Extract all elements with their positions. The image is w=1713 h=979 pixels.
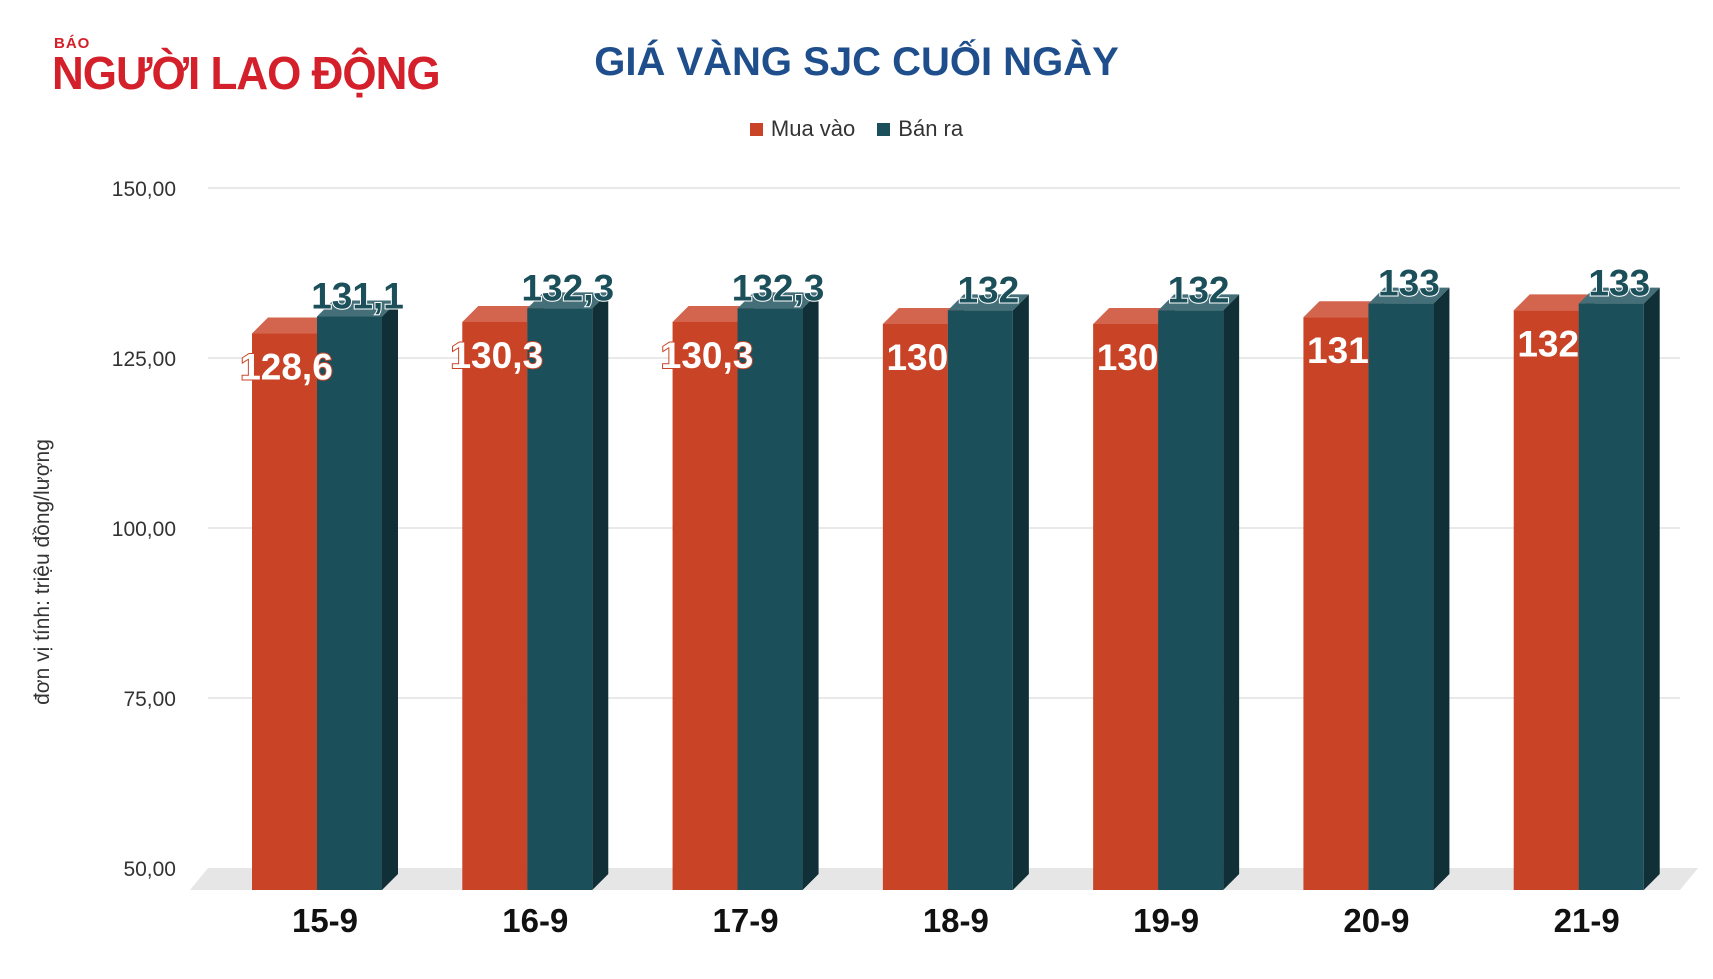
bar-buy xyxy=(882,324,948,890)
bar-sell xyxy=(527,308,593,890)
logo-small-text: BÁO xyxy=(54,35,91,52)
bar-top xyxy=(1368,287,1450,304)
data-label-buy: 130 xyxy=(886,337,948,378)
legend-swatch-sell xyxy=(877,122,891,136)
chart-legend: Mua vào Bán ra xyxy=(0,116,1713,142)
bar-top xyxy=(252,317,333,334)
legend-item-buy: Mua vào xyxy=(749,116,856,142)
bar-top xyxy=(1303,301,1385,318)
x-tick-label: 20-9 xyxy=(1343,902,1409,939)
data-label-buy: 130,3 xyxy=(661,335,754,376)
x-tick-label: 16-9 xyxy=(502,902,568,939)
bar-top xyxy=(1513,294,1595,311)
bar-top xyxy=(317,300,398,317)
bar-side xyxy=(592,292,609,890)
bar-sell xyxy=(1578,303,1644,891)
bar-top xyxy=(947,294,1029,311)
data-label-sell: 132,3 xyxy=(732,267,825,308)
legend-item-sell: Bán ra xyxy=(877,116,963,142)
bar-top xyxy=(527,292,609,309)
bar-sell xyxy=(947,310,1013,890)
bar-sell xyxy=(737,308,803,890)
bar-top xyxy=(1578,287,1660,304)
bar-buy xyxy=(672,321,738,891)
data-label-sell: 132 xyxy=(957,269,1019,310)
bar-side xyxy=(1012,294,1029,890)
bar-buy xyxy=(1303,317,1369,890)
data-label-buy: 130,3 xyxy=(450,335,543,376)
x-tick-label: 18-9 xyxy=(923,902,989,939)
y-tick-label: 150,00 xyxy=(112,178,176,201)
bar-buy xyxy=(1093,324,1159,890)
legend-label-sell: Bán ra xyxy=(898,116,964,141)
chart-title: GIÁ VÀNG SJC CUỐI NGÀY xyxy=(594,40,1119,84)
data-label-sell: 133 xyxy=(1588,263,1650,304)
bar-side xyxy=(1223,294,1240,890)
x-tick-label: 17-9 xyxy=(713,902,779,939)
bar-top xyxy=(737,292,819,309)
y-tick-label: 50,00 xyxy=(123,858,176,881)
bar-side xyxy=(1433,287,1450,891)
bar-sell xyxy=(1368,303,1434,891)
bar-top xyxy=(882,308,964,324)
data-label-buy: 132 xyxy=(1517,323,1579,364)
bar-buy xyxy=(1513,310,1579,890)
y-tick-label: 75,00 xyxy=(123,688,176,711)
x-tick-label: 21-9 xyxy=(1554,902,1620,939)
logo-main-text: NGƯỜI LAO ĐỘNG xyxy=(52,47,441,100)
data-label-buy: 128,6 xyxy=(240,347,333,388)
data-label-sell: 132 xyxy=(1168,269,1230,310)
bar-sell xyxy=(317,316,382,890)
x-tick-label: 19-9 xyxy=(1133,902,1199,939)
data-label-buy: 130 xyxy=(1097,337,1159,378)
legend-label-buy: Mua vào xyxy=(770,116,856,141)
legend-swatch-buy xyxy=(749,122,763,136)
bar-side xyxy=(802,292,819,890)
bar-buy xyxy=(252,333,317,890)
y-tick-label: 100,00 xyxy=(112,518,176,541)
bar-sell xyxy=(1158,310,1224,890)
x-tick-label: 15-9 xyxy=(292,902,358,939)
data-label-sell: 131,1 xyxy=(311,276,404,317)
bar-side xyxy=(382,300,398,890)
bar-side xyxy=(1643,287,1660,891)
bar-top xyxy=(1093,308,1175,324)
bar-buy xyxy=(462,321,528,891)
data-label-buy: 131 xyxy=(1307,330,1369,371)
bar-top xyxy=(672,305,754,322)
bar-top xyxy=(462,305,544,322)
newspaper-logo: BÁO NGƯỜI LAO ĐỘNG xyxy=(52,35,441,100)
y-tick-label: 125,00 xyxy=(112,348,176,371)
bar-top xyxy=(1158,294,1240,311)
data-label-sell: 133 xyxy=(1378,263,1440,304)
data-label-sell: 132,3 xyxy=(521,267,614,308)
